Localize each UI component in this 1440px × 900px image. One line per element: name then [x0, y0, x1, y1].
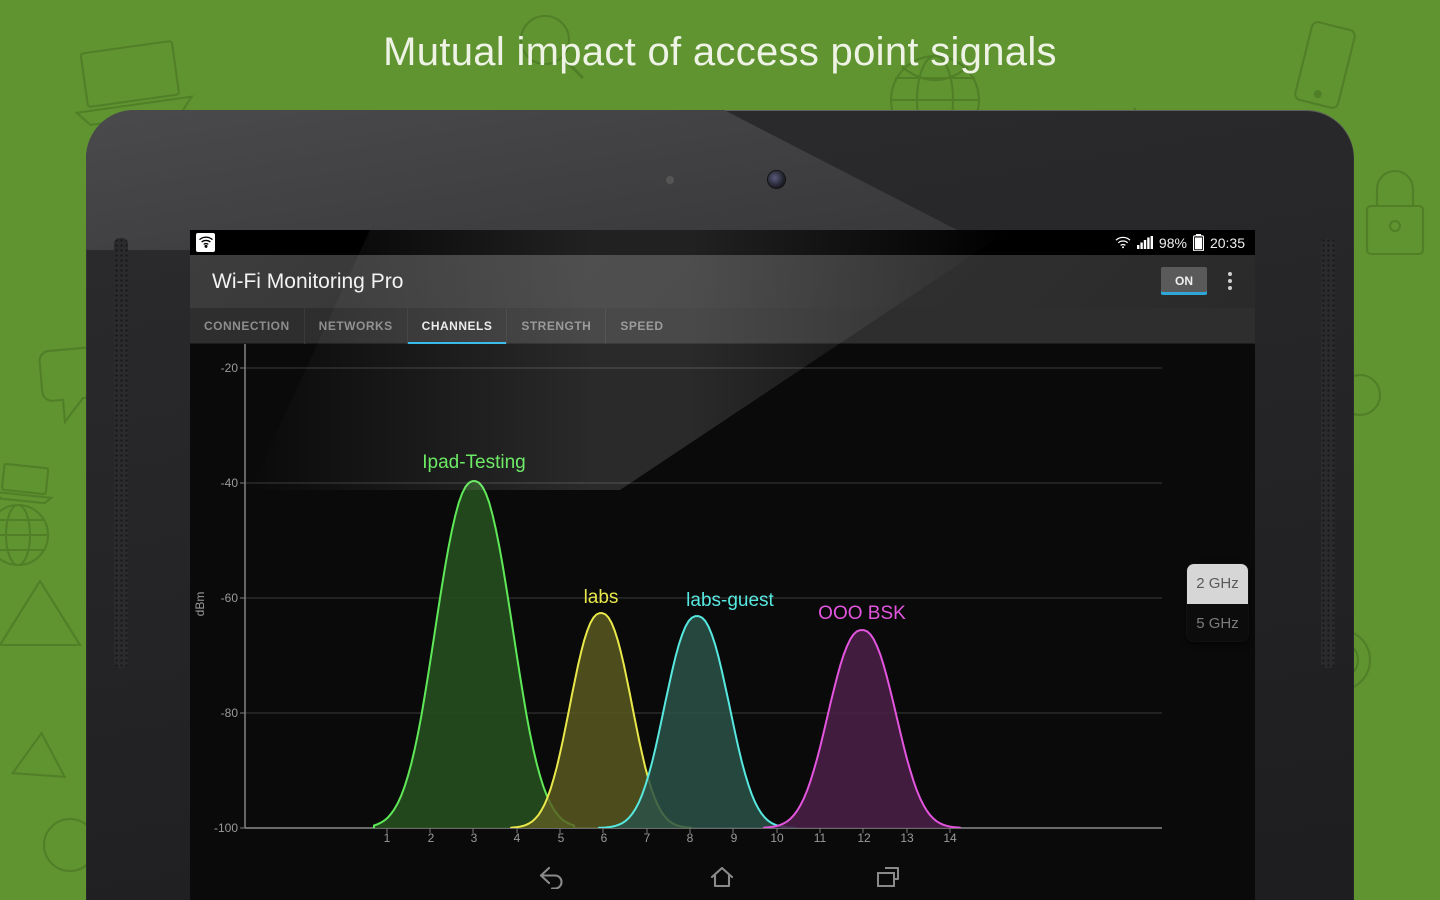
svg-text:dBm: dBm — [193, 592, 207, 617]
svg-text:-60: -60 — [221, 591, 239, 605]
svg-text:-80: -80 — [221, 706, 239, 720]
svg-text:-100: -100 — [214, 821, 238, 835]
svg-text:12: 12 — [857, 831, 871, 845]
svg-text:OOO BSK: OOO BSK — [818, 603, 906, 624]
svg-text:5: 5 — [558, 831, 565, 845]
svg-text:-40: -40 — [221, 476, 239, 490]
svg-text:4: 4 — [514, 831, 521, 845]
svg-text:14: 14 — [943, 831, 957, 845]
svg-text:1: 1 — [384, 831, 391, 845]
svg-text:-20: -20 — [221, 361, 239, 375]
svg-text:11: 11 — [814, 831, 827, 845]
svg-text:6: 6 — [601, 831, 608, 845]
svg-text:3: 3 — [471, 831, 478, 845]
svg-text:labs-guest: labs-guest — [686, 590, 774, 611]
svg-text:2: 2 — [428, 831, 435, 845]
svg-text:8: 8 — [687, 831, 694, 845]
svg-text:7: 7 — [644, 831, 651, 845]
svg-text:9: 9 — [731, 831, 738, 845]
svg-text:10: 10 — [770, 831, 784, 845]
svg-text:Ipad-Testing: Ipad-Testing — [422, 452, 526, 473]
svg-text:labs: labs — [584, 587, 619, 608]
svg-text:13: 13 — [900, 831, 914, 845]
